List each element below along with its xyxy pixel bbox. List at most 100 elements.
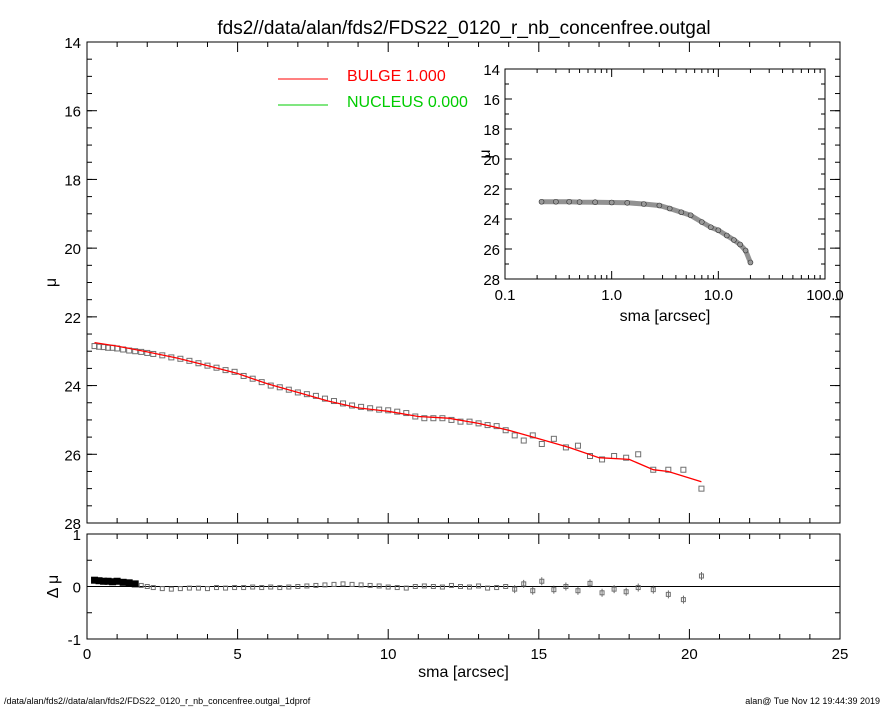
data-point [680,466,687,473]
residual-point [575,588,581,594]
inset-y-axis-label: μ [477,149,494,158]
residual-point [159,586,165,592]
data-point [611,453,618,460]
inset-data-point [678,209,685,216]
residual-point [250,584,256,590]
footer-left: /data/alan/fds2//data/alan/fds2/FDS22_01… [4,696,311,706]
residual-xtick-label: 20 [681,646,698,663]
residual-xtick-label: 10 [380,646,397,663]
residual-point [650,587,656,593]
residual-point [322,582,328,588]
data-point [493,423,500,430]
inset-ytick-label: 16 [483,92,500,109]
data-point [430,415,437,422]
residual-y-axis-label: Δ μ [45,575,62,598]
residual-point [551,587,557,593]
residual-point [313,582,319,588]
residual-point [268,584,274,590]
inset-xtick-label: 0.1 [495,287,516,304]
residual-point [512,586,518,592]
data-point [403,410,410,417]
data-point [358,403,365,410]
residual-point [599,590,605,596]
residual-point [421,583,427,589]
residual-point [665,591,671,597]
residual-point [195,585,201,591]
inset-data-point [737,241,743,248]
residual-point [138,582,144,588]
residual-point [223,585,229,591]
main-panel: 14 16 18 20 22 24 26 28 μ [43,35,841,533]
residual-point [412,584,418,589]
residual-xtick-label: 25 [832,646,849,663]
residual-point [563,584,569,589]
data-point [138,348,145,355]
residual-xtick-label: 5 [233,646,241,663]
main-ytick-label: 26 [64,447,81,464]
main-ytick-label: 20 [64,241,81,258]
inset-ytick-label: 14 [483,62,500,79]
inset-data-point [624,200,631,206]
inset-data-point [640,201,647,207]
residual-point [635,585,641,591]
inset-panel: 14 16 18 20 22 24 26 280.1 1.0 10.0 100.0 sma [arcs… [477,62,844,325]
residual-point [539,578,545,584]
inset-data-point [592,199,598,205]
inset-xtick-label: 10.0 [704,287,733,304]
residual-ytick-label: 0 [73,580,81,597]
residual-point [340,581,346,587]
bulge-model-line [94,341,702,483]
inset-data-point [723,232,730,239]
residual-point [168,586,174,592]
residual-point [457,584,463,589]
inset-ytick-label: 20 [483,152,500,169]
data-point [385,407,392,414]
inset-x-axis-label: sma [arcsec] [620,308,711,325]
residual-point [358,582,364,588]
main-y-axis-label: μ [43,278,60,287]
data-point [698,485,705,492]
data-point [520,437,527,444]
residual-point [304,583,310,589]
residual-point [214,585,220,591]
inset-ytick-label: 24 [483,212,500,229]
residual-point [485,585,491,591]
residual-point [125,579,133,587]
inset-ytick-label: 18 [483,122,500,139]
main-ytick-label: 14 [64,35,81,52]
inset-data-point [666,205,673,212]
data-point [312,392,319,399]
residual-point [623,589,629,595]
data-point [599,456,606,463]
footer-right: alan@ Tue Nov 12 19:44:39 2019 [745,696,880,706]
inset-xtick-label: 1.0 [601,287,622,304]
residual-point [259,585,265,591]
main-ytick-label: 28 [64,516,81,533]
data-point [665,466,672,473]
data-point [276,384,283,391]
residual-point [439,584,445,590]
residual-x-axis-label: sma [arcsec] [418,664,509,681]
inset-ytick-label: 28 [483,272,500,289]
residual-point [204,586,210,592]
residual-point [150,585,156,591]
data-point [529,432,536,439]
data-point [623,454,630,461]
main-ytick-label: 22 [64,310,81,327]
inset-data-point [656,202,663,209]
inset-plot-frame [504,68,826,280]
residual-point [232,585,238,591]
inset-ytick-label: 26 [483,242,500,259]
legend-label-nucleus: NUCLEUS 0.000 [347,94,468,111]
inset-data-point [715,227,722,234]
residual-ytick-label: 1 [73,527,81,544]
residual-xtick-label: 0 [83,646,91,663]
inset-xtick-label: 100.0 [806,287,844,304]
data-point [394,408,401,415]
data-point [635,451,642,458]
inset-data-point [538,198,545,205]
chart-title: fds2//data/alan/fds2/FDS22_0120_r_nb_con… [217,18,710,39]
legend: BULGE 1.000 NUCLEUS 0.000 [278,68,468,111]
residual-point [394,585,400,591]
